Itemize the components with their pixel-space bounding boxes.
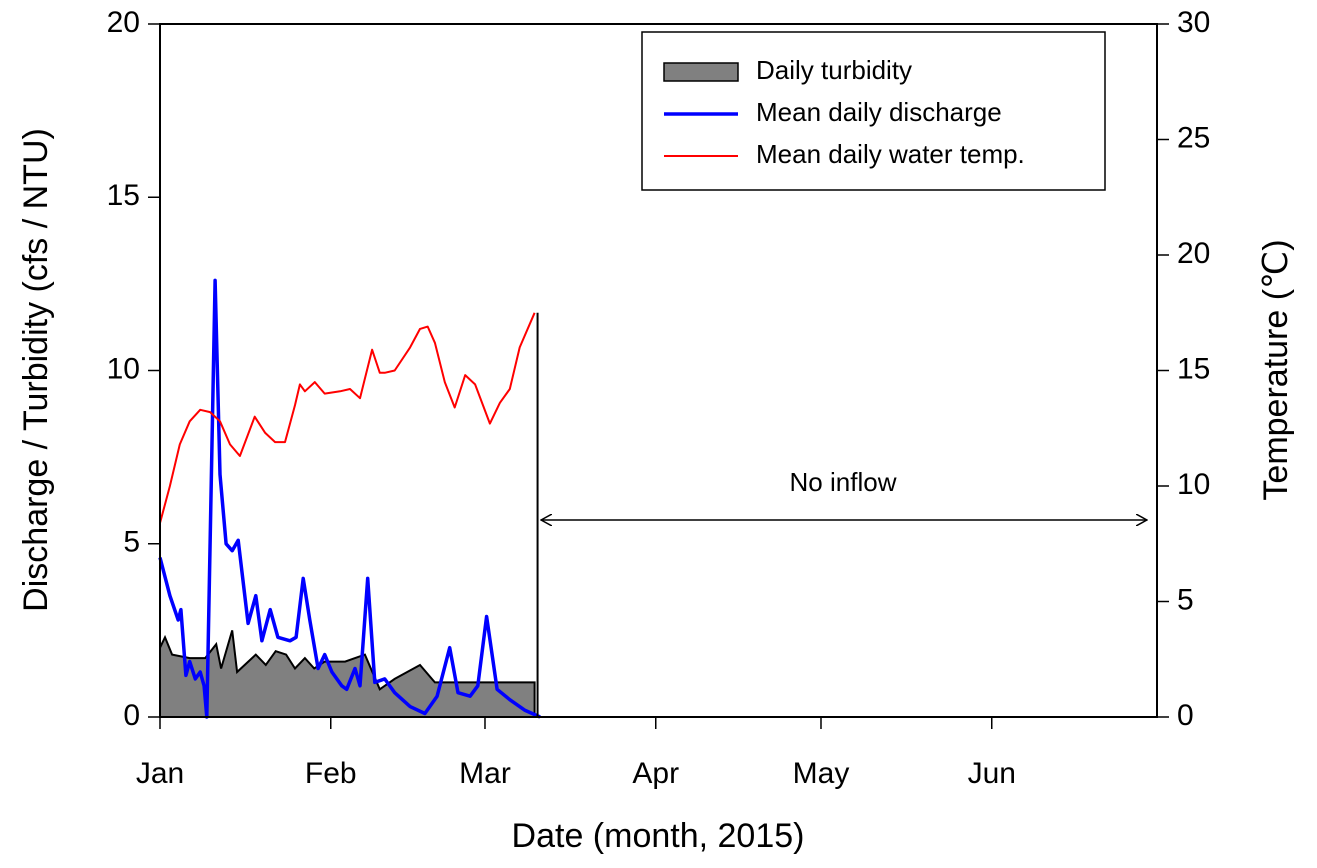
x-tick-label: Feb: [305, 757, 357, 790]
x-tick-label: Apr: [632, 757, 679, 790]
line: [159, 312, 536, 524]
legend-label: Mean daily discharge: [756, 97, 1002, 127]
plot-frame: [159, 23, 1158, 718]
y2-tick-label: 30: [1177, 6, 1210, 39]
y-tick-label: 5: [123, 526, 140, 559]
annotation: No inflow: [790, 467, 897, 497]
legend-swatch: [663, 62, 739, 82]
y-axis-title: Discharge / Turbidity (cfs / NTU): [17, 128, 55, 612]
y2-tick-label: 25: [1177, 121, 1210, 154]
y-tick-label: 0: [123, 699, 140, 732]
x-tick-label: Mar: [459, 757, 511, 790]
y-tick-label: 20: [107, 6, 140, 39]
y2-axis-title: Temperature (℃): [1257, 239, 1295, 500]
y-tick-label: 15: [107, 179, 140, 212]
legend-box: [641, 31, 1106, 191]
x-axis-title: Date (month, 2015): [512, 817, 805, 855]
y2-tick-label: 20: [1177, 237, 1210, 270]
y2-tick-label: 15: [1177, 352, 1210, 385]
y2-tick-label: 0: [1177, 699, 1194, 732]
x-tick-label: May: [793, 757, 850, 790]
plot-area: [158, 278, 541, 719]
line: [158, 278, 541, 719]
y2-tick-label: 10: [1177, 468, 1210, 501]
legend-label: Daily turbidity: [756, 55, 912, 85]
y2-tick-label: 5: [1177, 583, 1194, 616]
x-tick-label: Jun: [968, 757, 1016, 790]
y-tick-label: 10: [107, 352, 140, 385]
x-tick-label: Jan: [136, 757, 184, 790]
legend-label: Mean daily water temp.: [756, 139, 1025, 169]
